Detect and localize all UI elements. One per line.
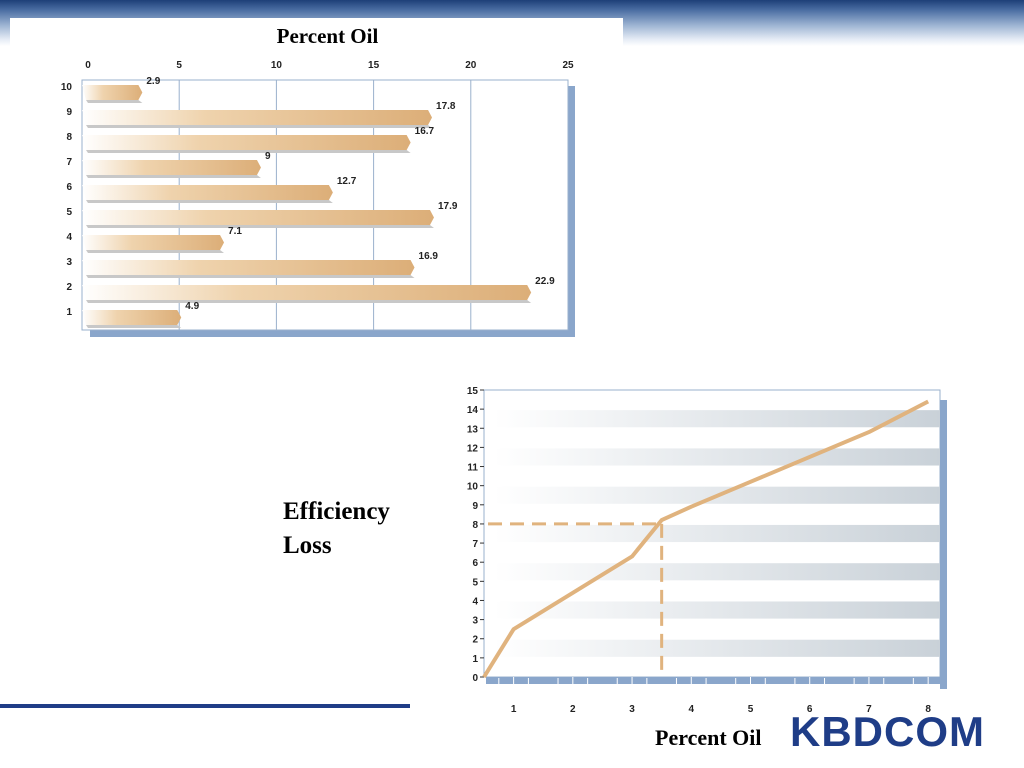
bar-category-label: 7 bbox=[66, 157, 72, 168]
title-backdrop bbox=[10, 18, 623, 48]
line-x-tick-label: 1 bbox=[511, 704, 517, 715]
company-logo: KBDCOM bbox=[790, 708, 985, 755]
bar-shadow bbox=[86, 225, 434, 228]
line-y-tick-label: 13 bbox=[467, 424, 479, 435]
bar-chart-title: Percent Oil bbox=[276, 24, 379, 48]
line-panel-shadow-right bbox=[940, 400, 947, 689]
bar-panel-shadow-bottom bbox=[90, 330, 575, 337]
bar-value-label: 16.9 bbox=[419, 251, 439, 262]
bar-category-label: 6 bbox=[66, 182, 72, 193]
bar-shadow bbox=[86, 150, 411, 153]
line-x-tick-label: 4 bbox=[688, 704, 694, 715]
bar-value-label: 4.9 bbox=[185, 301, 199, 312]
bar-category-label: 1 bbox=[66, 307, 72, 318]
bar-shadow bbox=[86, 250, 225, 253]
bar-shadow bbox=[86, 325, 182, 328]
line-y-tick-label: 12 bbox=[467, 443, 479, 454]
line-y-tick-label: 5 bbox=[472, 577, 478, 588]
bar-x-tick-label: 25 bbox=[562, 60, 574, 71]
bar-category-label: 2 bbox=[66, 282, 72, 293]
bar-shadow bbox=[86, 275, 415, 278]
line-band bbox=[494, 448, 940, 466]
line-band bbox=[494, 410, 940, 428]
bar-shadow bbox=[86, 175, 261, 178]
line-y-tick-label: 2 bbox=[472, 635, 478, 646]
bar-category-label: 10 bbox=[61, 82, 73, 93]
line-y-tick-label: 15 bbox=[467, 386, 479, 397]
bar-value-label: 9 bbox=[265, 151, 271, 162]
bar-x-tick-label: 10 bbox=[271, 60, 283, 71]
line-band bbox=[494, 563, 940, 581]
line-x-tick-label: 7 bbox=[866, 704, 872, 715]
bar bbox=[82, 135, 411, 150]
line-y-tick-label: 4 bbox=[472, 596, 478, 607]
line-y-tick-label: 14 bbox=[467, 405, 479, 416]
line-y-tick-label: 8 bbox=[472, 520, 478, 531]
line-y-tick-label: 3 bbox=[472, 616, 478, 627]
line-y-tick-label: 0 bbox=[472, 673, 478, 684]
bar-value-label: 17.8 bbox=[436, 101, 456, 112]
line-band bbox=[494, 601, 940, 619]
bar-category-label: 8 bbox=[66, 132, 72, 143]
bar bbox=[82, 210, 434, 225]
bar-value-label: 7.1 bbox=[228, 226, 242, 237]
bar bbox=[82, 235, 225, 250]
line-panel-shadow-bottom bbox=[486, 677, 947, 684]
line-y-tick-label: 11 bbox=[467, 463, 478, 474]
bar bbox=[82, 185, 333, 200]
line-band bbox=[494, 524, 940, 543]
bar-panel-shadow-right bbox=[568, 86, 575, 337]
line-x-tick-label: 6 bbox=[807, 704, 813, 715]
bar bbox=[82, 260, 415, 275]
bar-value-label: 12.7 bbox=[337, 176, 357, 187]
bar bbox=[82, 110, 433, 125]
bar-value-label: 2.9 bbox=[146, 76, 160, 87]
bar-shadow bbox=[86, 200, 333, 203]
line-y-tick-label: 6 bbox=[472, 558, 478, 569]
line-y-tick-label: 10 bbox=[467, 482, 479, 493]
bar-x-tick-label: 20 bbox=[465, 60, 477, 71]
footer-rule bbox=[0, 704, 410, 708]
bar-x-tick-label: 15 bbox=[368, 60, 380, 71]
bar-category-label: 3 bbox=[66, 257, 72, 268]
bar-x-tick-label: 5 bbox=[176, 60, 182, 71]
line-y-tick-label: 1 bbox=[472, 654, 478, 665]
line-x-tick-label: 3 bbox=[629, 704, 635, 715]
bar bbox=[82, 310, 182, 325]
bar-value-label: 16.7 bbox=[415, 126, 435, 137]
line-y-tick-label: 7 bbox=[472, 539, 478, 550]
bar-category-label: 4 bbox=[66, 232, 72, 243]
bar-shadow bbox=[86, 300, 532, 303]
bar-x-tick-label: 0 bbox=[85, 60, 91, 71]
bar-shadow bbox=[86, 125, 433, 128]
bar-value-label: 22.9 bbox=[535, 276, 555, 287]
line-series bbox=[482, 399, 930, 679]
bar bbox=[82, 160, 261, 175]
line-y-tick-label: 9 bbox=[472, 501, 478, 512]
bar-shadow bbox=[86, 100, 143, 103]
bar-category-label: 9 bbox=[66, 107, 72, 118]
line-x-tick-label: 2 bbox=[570, 704, 576, 715]
bar-value-label: 17.9 bbox=[438, 201, 458, 212]
bar-category-label: 5 bbox=[66, 207, 72, 218]
bar bbox=[82, 285, 532, 300]
line-x-tick-label: 8 bbox=[925, 704, 931, 715]
line-chart-ylabel: Efficiency Loss bbox=[283, 498, 390, 559]
line-chart-xlabel: Percent Oil bbox=[655, 725, 762, 750]
line-band bbox=[494, 639, 940, 657]
line-x-tick-label: 5 bbox=[748, 704, 754, 715]
bar bbox=[82, 85, 143, 100]
